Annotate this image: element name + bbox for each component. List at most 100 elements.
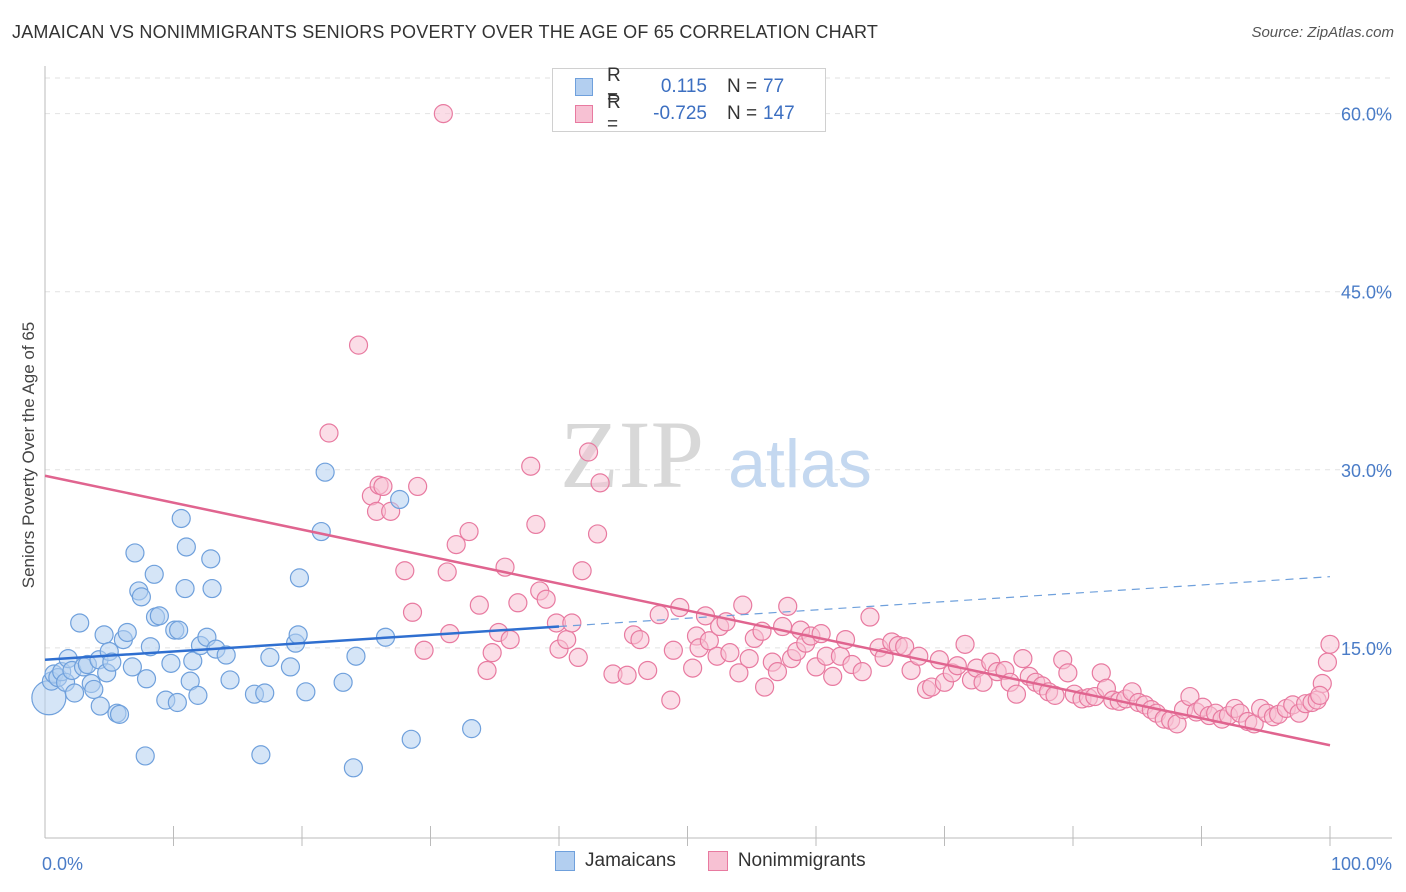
data-point bbox=[131, 587, 151, 607]
source-label: Source: ZipAtlas.com bbox=[1251, 24, 1394, 41]
data-point bbox=[220, 670, 240, 690]
data-point bbox=[630, 629, 650, 650]
data-point bbox=[117, 622, 137, 643]
axes bbox=[44, 66, 1392, 846]
x-tick-label: 0.0% bbox=[42, 854, 83, 874]
legend-item-nonimmigrants: Nonimmigrants bbox=[707, 850, 866, 872]
data-point bbox=[536, 589, 556, 609]
data-point bbox=[94, 625, 114, 645]
data-point bbox=[729, 663, 749, 683]
data-point bbox=[346, 646, 366, 666]
data-point bbox=[557, 629, 577, 650]
data-point bbox=[319, 423, 339, 443]
r-value: -0.725 bbox=[653, 103, 707, 124]
data-point bbox=[572, 561, 592, 581]
data-point bbox=[122, 657, 142, 677]
data-point bbox=[280, 657, 301, 677]
data-point bbox=[568, 647, 588, 668]
legend-label: Nonimmigrants bbox=[737, 850, 866, 871]
data-point bbox=[289, 568, 310, 588]
n-label: N = bbox=[727, 76, 758, 97]
data-point bbox=[733, 595, 753, 615]
data-point bbox=[140, 637, 160, 657]
data-point bbox=[343, 758, 363, 778]
y-axis-label: Seniors Poverty Over the Age of 65 bbox=[19, 322, 38, 588]
data-point bbox=[149, 606, 169, 626]
r-label: R = bbox=[607, 92, 621, 135]
r-value: 0.115 bbox=[660, 76, 707, 97]
n-value: 77 bbox=[763, 76, 785, 97]
trend-lines bbox=[44, 474, 1331, 747]
data-point bbox=[64, 683, 85, 703]
data-point bbox=[617, 665, 637, 685]
data-point bbox=[1058, 663, 1078, 683]
data-point bbox=[161, 653, 181, 673]
data-point bbox=[909, 646, 929, 666]
data-point bbox=[176, 537, 196, 557]
data-point bbox=[437, 562, 457, 582]
data-point bbox=[638, 660, 658, 681]
data-point bbox=[955, 634, 975, 654]
data-point bbox=[778, 596, 798, 616]
data-point bbox=[135, 746, 155, 766]
data-point bbox=[296, 682, 316, 702]
watermark-atlas: atlas bbox=[728, 426, 872, 502]
data-point bbox=[251, 745, 271, 765]
n-label: N = bbox=[727, 103, 758, 124]
data-point bbox=[255, 683, 275, 703]
data-point bbox=[402, 602, 423, 622]
data-point bbox=[333, 672, 353, 692]
data-point bbox=[852, 662, 872, 682]
y-tick-label: 15.0% bbox=[1341, 639, 1392, 659]
data-point bbox=[84, 679, 104, 700]
legend-row-nonimmigrants: R = -0.725 N = 147 bbox=[575, 92, 795, 135]
y-tick-label: 45.0% bbox=[1341, 283, 1392, 303]
data-point bbox=[201, 549, 221, 569]
data-point bbox=[459, 521, 479, 542]
data-point bbox=[109, 704, 130, 724]
data-point bbox=[125, 543, 145, 563]
data-point bbox=[144, 564, 164, 584]
data-point bbox=[401, 729, 421, 749]
y-tick-label: 30.0% bbox=[1341, 461, 1392, 481]
data-point bbox=[860, 607, 880, 627]
data-point bbox=[102, 652, 122, 672]
r-label: R = bbox=[607, 65, 621, 108]
x-tick-label: 100.0% bbox=[1331, 854, 1392, 874]
data-point bbox=[1317, 652, 1338, 672]
data-point bbox=[469, 595, 489, 615]
chart-title: JAMAICAN VS NONIMMIGRANTS SENIORS POVERT… bbox=[12, 22, 879, 42]
data-point bbox=[767, 662, 788, 682]
data-point bbox=[70, 613, 90, 633]
data-point bbox=[390, 489, 410, 510]
data-point bbox=[823, 666, 843, 687]
data-point bbox=[754, 677, 775, 697]
data-point bbox=[521, 456, 541, 476]
data-point bbox=[587, 524, 608, 544]
jamaicans-swatch bbox=[555, 851, 575, 871]
data-point bbox=[590, 473, 610, 493]
tick-labels: 15.0% 30.0% 45.0% 60.0% 0.0% 100.0% bbox=[42, 105, 1392, 874]
n-value: 147 bbox=[763, 103, 795, 124]
y-tick-label: 60.0% bbox=[1341, 105, 1392, 125]
data-point bbox=[482, 643, 502, 663]
data-points bbox=[31, 104, 1340, 778]
data-point bbox=[683, 658, 703, 678]
data-point bbox=[136, 669, 157, 689]
data-point bbox=[414, 640, 434, 660]
correlation-legend: R = 0.115 N = 77 R = -0.725 N = 147 bbox=[552, 65, 826, 135]
series-legend: Jamaicans Nonimmigrants bbox=[555, 850, 898, 872]
nonimmigrants-swatch bbox=[707, 851, 728, 871]
legend-label: Jamaicans bbox=[585, 850, 676, 871]
nonimmigrants-swatch bbox=[575, 105, 593, 123]
data-point bbox=[260, 647, 280, 668]
data-point bbox=[171, 508, 191, 529]
data-point bbox=[526, 514, 546, 535]
data-point bbox=[1320, 634, 1340, 654]
grid-lines bbox=[45, 77, 1392, 649]
data-point bbox=[348, 335, 369, 355]
data-point bbox=[169, 620, 189, 640]
data-point bbox=[500, 629, 520, 650]
data-point bbox=[90, 696, 110, 716]
data-point bbox=[395, 561, 415, 581]
